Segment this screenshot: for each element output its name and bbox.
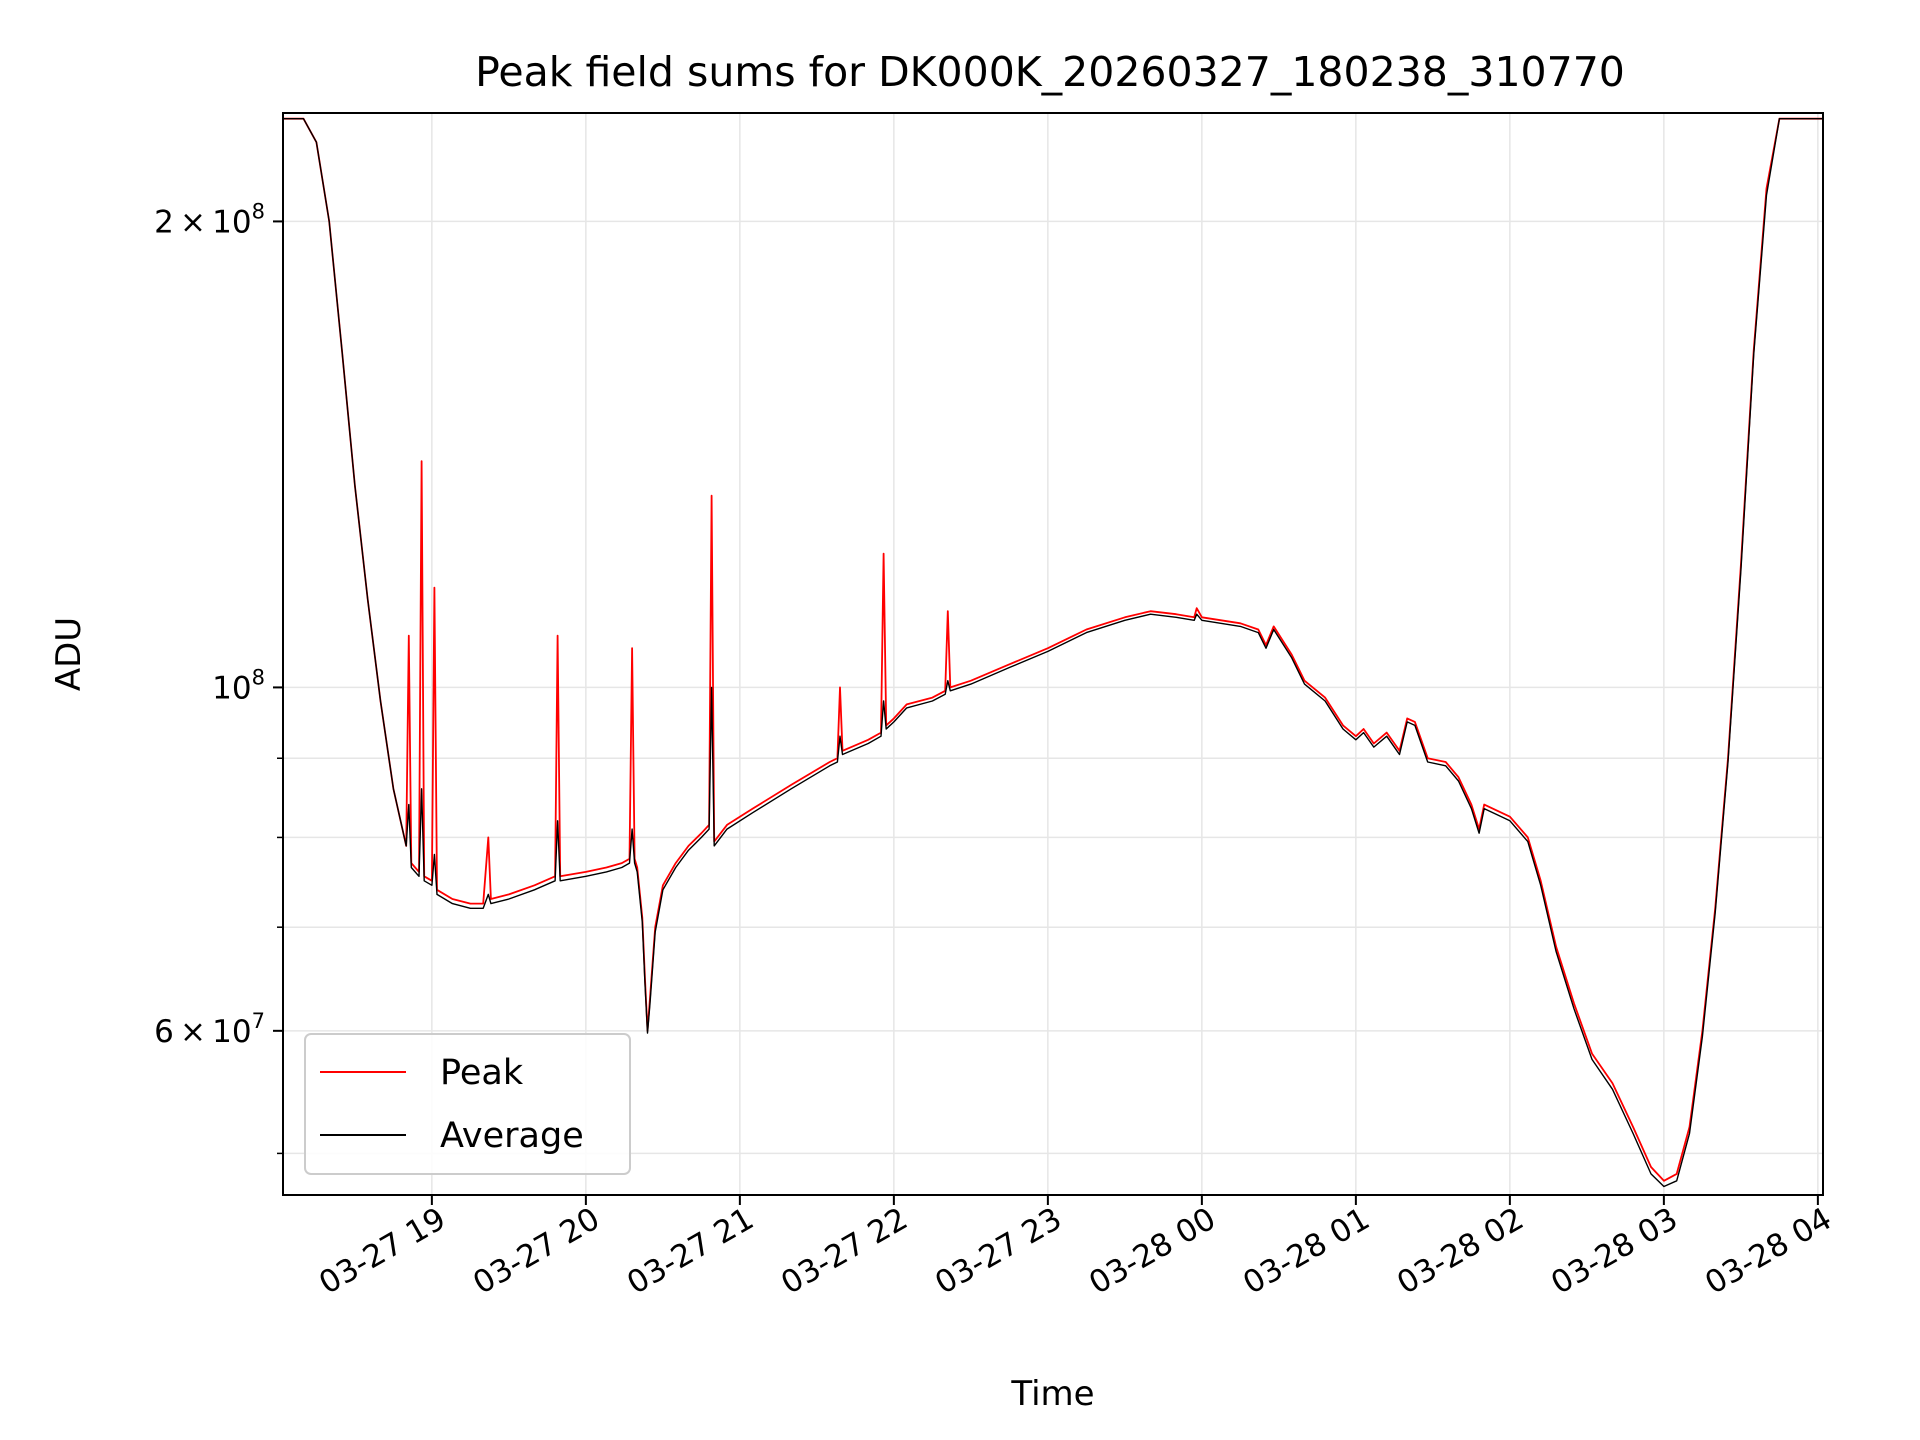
chart-title: Peak field sums for DK000K_20260327_1802… [475,48,1625,96]
legend-box [304,1033,631,1175]
legend-label-average: Average [440,1116,584,1156]
grid [283,113,1823,1195]
y-tick-label: 6 × 107 [154,1009,265,1050]
legend: Peak Average [304,1033,631,1175]
y-axis: 2 × 108 108 6 × 107 [154,199,283,1155]
x-axis-label: Time [1010,1374,1094,1414]
plot-frame [282,112,1824,1196]
y-axis-label: ADU [49,617,89,691]
y-tick-label: 108 [212,665,265,706]
series-layer [283,117,1823,1188]
y-tick-label: 2 × 108 [154,199,265,240]
legend-label-peak: Peak [440,1053,524,1093]
series-line-average [283,117,1823,1188]
